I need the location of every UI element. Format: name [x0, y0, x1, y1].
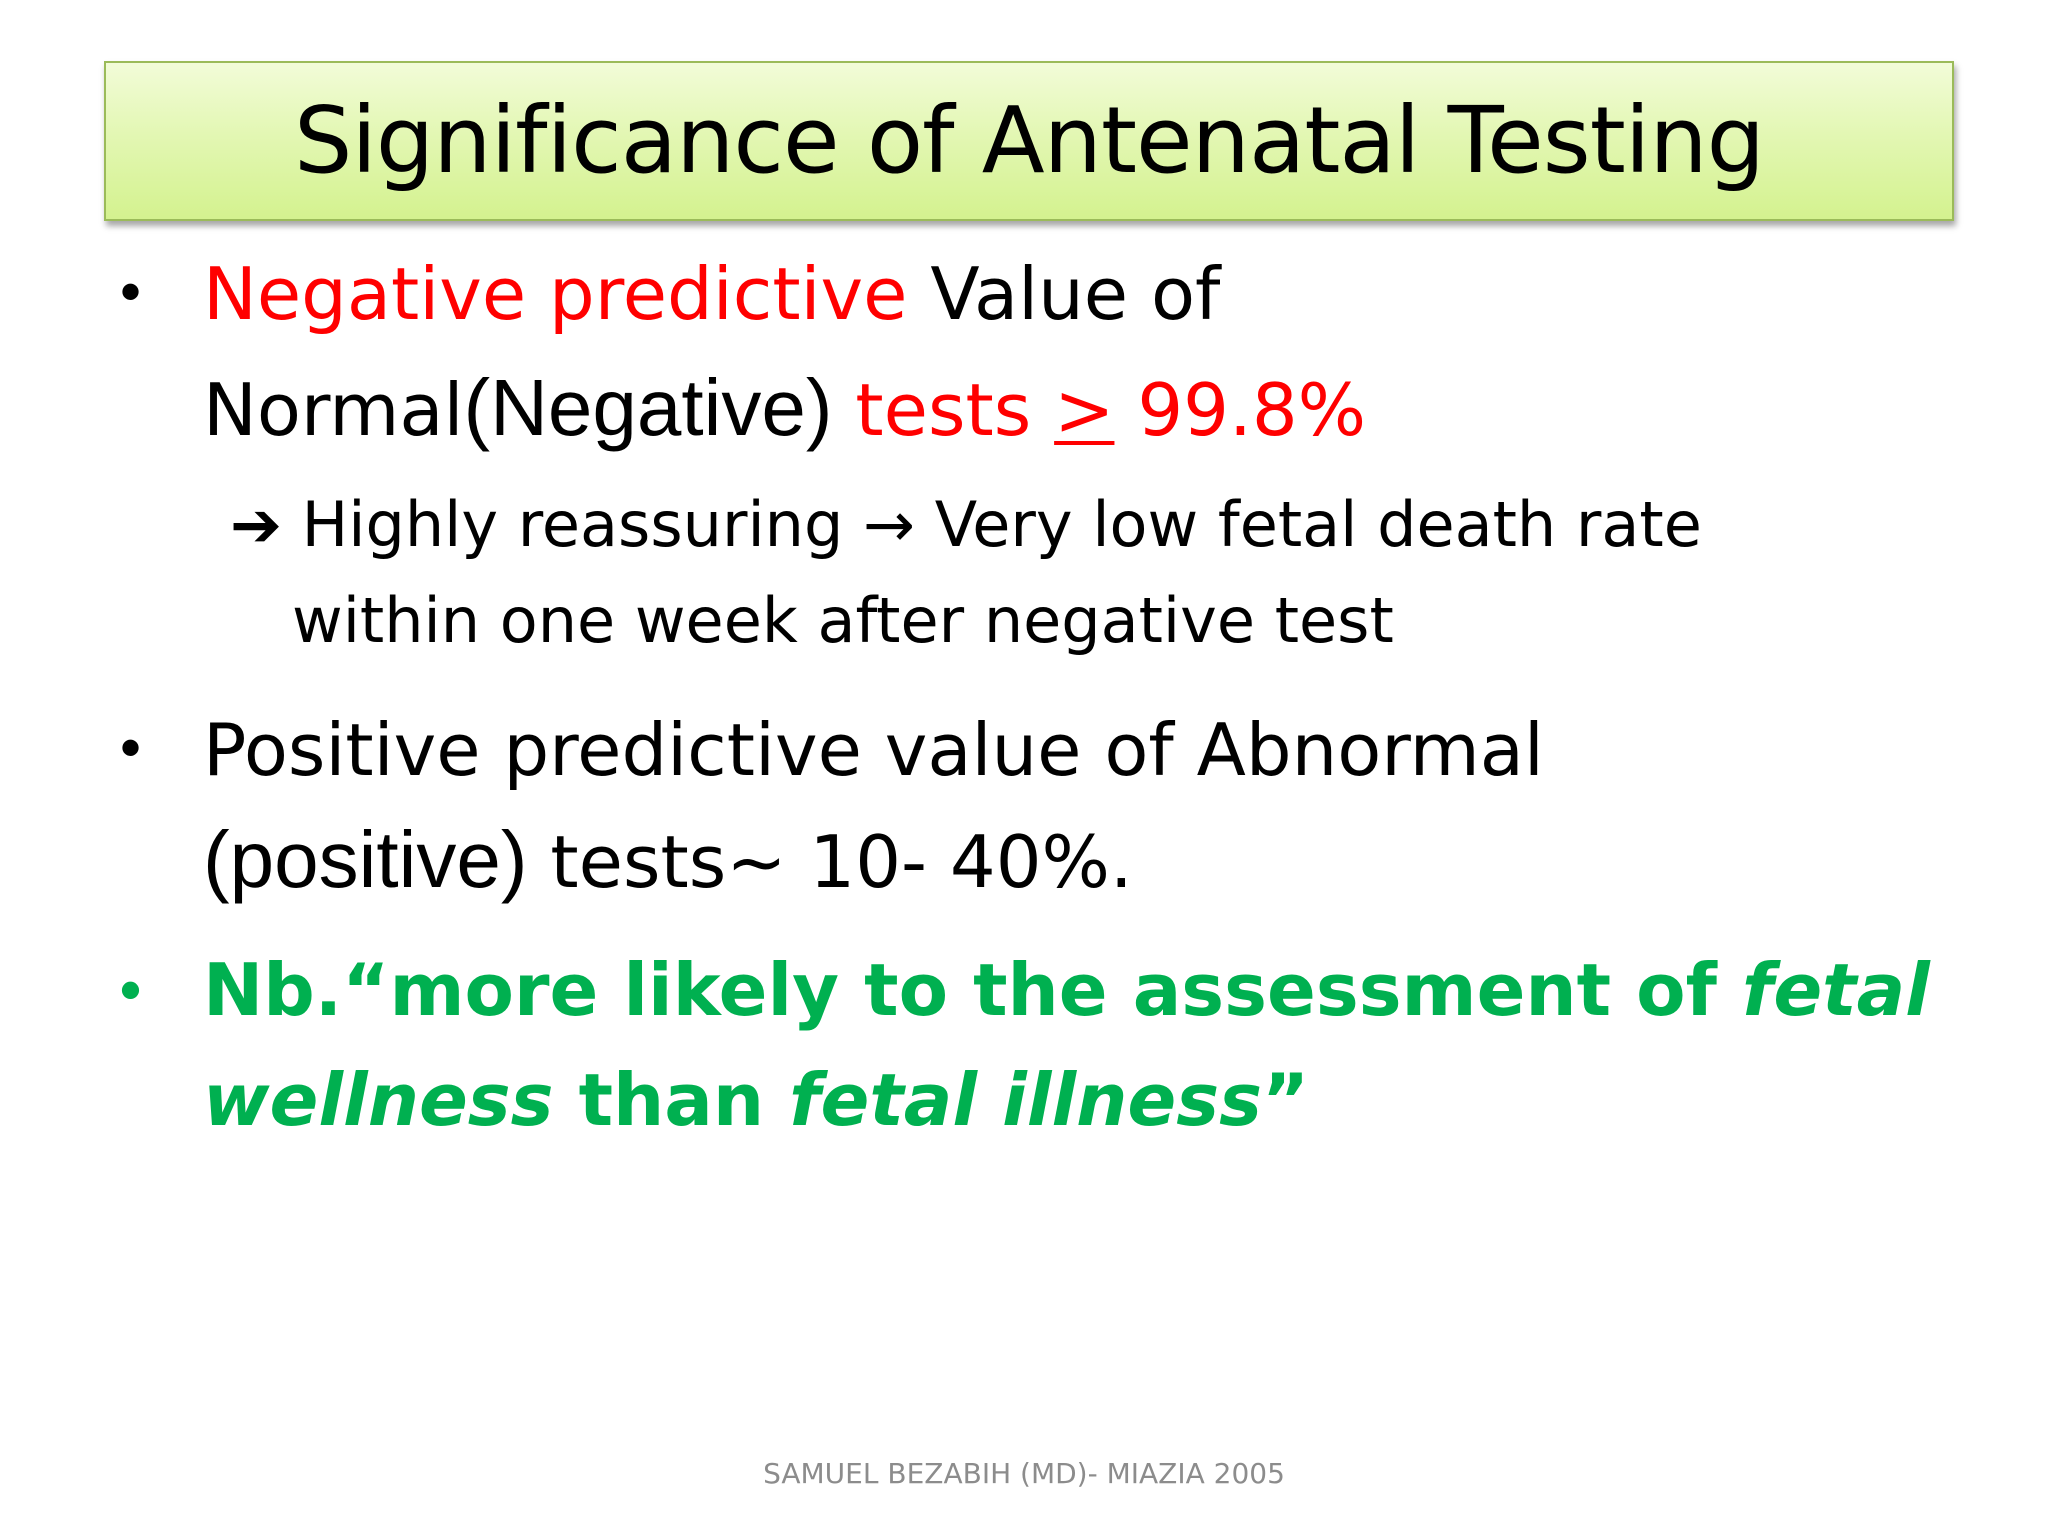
nb-text: Nb.“more likely to the assessment of [203, 948, 1742, 1032]
npv-percent: 99.8% [1114, 368, 1367, 452]
bullet-3-line-1: Nb.“more likely to the assessment of fet… [203, 954, 1930, 1026]
bullet-1-line-2: Normal(Negative) tests > 99.8% [203, 368, 1366, 448]
right-arrow-icon: → [863, 488, 915, 561]
bullet-2-marker: • [120, 714, 142, 781]
bullet-1-marker: • [120, 258, 142, 325]
normal-text: Normal [203, 368, 464, 452]
title-box: Significance of Antenatal Testing [104, 61, 1954, 221]
fetal-italic-text: fetal [1742, 948, 1930, 1032]
positive-paren-text: (positive) [203, 815, 528, 904]
slide-footer: SAMUEL BEZABIH (MD)- MIAZIA 2005 [763, 1457, 1285, 1490]
bullet-3-marker: • [120, 956, 142, 1023]
bullet-2-line-1: Positive predictive value of Abnormal [203, 708, 1544, 792]
bullet-1-sub-line-1: ➔ Highly reassuring → Very low fetal dea… [230, 494, 1702, 556]
wellness-italic-text: wellness [203, 1058, 554, 1142]
bullet-3-line-2: wellness than fetal illness” [203, 1064, 1309, 1136]
closing-quote: ” [1261, 1058, 1310, 1142]
highly-reassuring-text: Highly reassuring [281, 488, 864, 561]
than-text: than [553, 1058, 790, 1142]
fetal-illness-italic-text: fetal illness [789, 1058, 1262, 1142]
negative-predictive-text: Negative predictive [203, 252, 908, 336]
negative-paren-text: (Negative) [463, 363, 833, 452]
fetal-death-rate-text: Very low fetal death rate [914, 488, 1702, 561]
slide-title: Significance of Antenatal Testing [293, 87, 1765, 194]
tests-text: tests [832, 368, 1055, 452]
bullet-2-line-2: (positive) tests~ 10- 40%. [203, 820, 1133, 900]
bullet-1-line-1: Negative predictive Value of [203, 258, 1220, 330]
value-of-text: Value of [907, 252, 1221, 336]
greater-equal-sign: > [1054, 368, 1115, 452]
heavy-arrow-icon: ➔ [230, 488, 282, 561]
bullet-1-sub-line-2: within one week after negative test [292, 584, 1394, 657]
ppv-rest-text: tests~ 10- 40%. [527, 820, 1133, 904]
